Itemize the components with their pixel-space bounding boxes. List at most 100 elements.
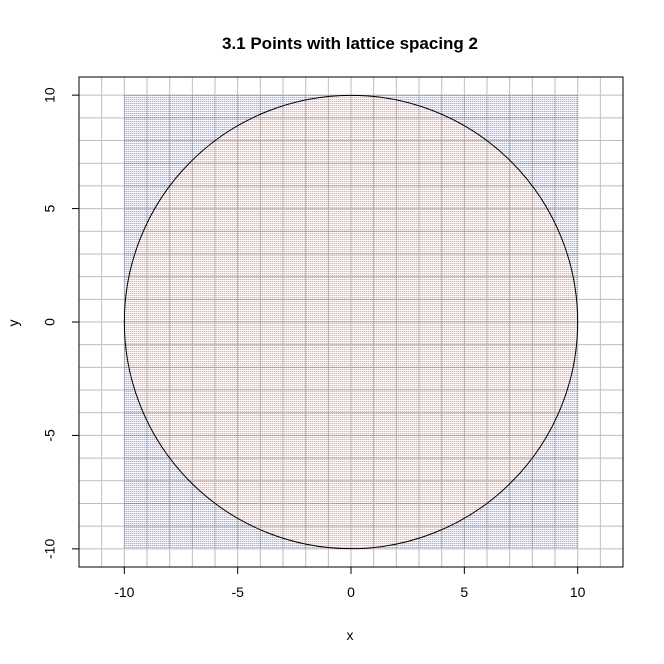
point-outside (256, 107, 258, 109)
point-outside (462, 111, 464, 113)
point-inside (430, 133, 432, 135)
point-outside (148, 127, 150, 129)
point-outside (454, 99, 456, 101)
point-outside (456, 107, 458, 109)
point-inside (410, 137, 412, 139)
point-outside (202, 101, 204, 103)
point-outside (224, 117, 226, 119)
point-inside (442, 129, 444, 131)
point-inside (370, 129, 372, 131)
point-inside (388, 107, 390, 109)
point-inside (278, 123, 280, 125)
point-inside (326, 113, 328, 115)
point-inside (398, 109, 400, 111)
point-outside (558, 101, 560, 103)
point-outside (216, 99, 218, 101)
point-outside (132, 103, 134, 105)
point-inside (232, 129, 234, 131)
point-outside (576, 129, 578, 131)
point-outside (452, 113, 454, 115)
point-outside (536, 105, 538, 107)
point-inside (296, 131, 298, 133)
point-outside (158, 121, 160, 123)
point-outside (150, 121, 152, 123)
point-outside (142, 123, 144, 125)
point-outside (212, 105, 214, 107)
point-outside (454, 117, 456, 119)
point-outside (250, 99, 252, 101)
point-inside (356, 119, 358, 121)
point-inside (290, 125, 292, 127)
point-outside (530, 103, 532, 105)
point-outside (428, 99, 430, 101)
point-outside (572, 115, 574, 117)
point-inside (362, 103, 364, 105)
point-inside (384, 101, 386, 103)
point-outside (510, 133, 512, 135)
point-outside (550, 119, 552, 121)
point-inside (378, 137, 380, 139)
point-outside (520, 121, 522, 123)
point-inside (330, 123, 332, 125)
point-outside (522, 95, 524, 97)
point-inside (370, 107, 372, 109)
point-inside (268, 117, 270, 119)
point-outside (142, 129, 144, 131)
point-inside (266, 131, 268, 133)
point-outside (556, 121, 558, 123)
point-inside (344, 105, 346, 107)
point-outside (208, 97, 210, 99)
point-outside (472, 115, 474, 117)
point-inside (290, 127, 292, 129)
point-outside (464, 99, 466, 101)
point-outside (280, 105, 282, 107)
point-inside (320, 113, 322, 115)
point-outside (230, 125, 232, 127)
point-outside (564, 125, 566, 127)
point-outside (528, 109, 530, 111)
point-outside (520, 99, 522, 101)
point-outside (532, 125, 534, 127)
point-outside (144, 99, 146, 101)
point-outside (396, 95, 398, 97)
point-outside (258, 97, 260, 99)
point-outside (200, 131, 202, 133)
point-inside (374, 109, 376, 111)
point-outside (202, 121, 204, 123)
point-outside (226, 117, 228, 119)
point-inside (414, 121, 416, 123)
point-outside (242, 113, 244, 115)
point-outside (558, 131, 560, 133)
point-outside (448, 113, 450, 115)
point-outside (416, 99, 418, 101)
point-inside (382, 123, 384, 125)
point-outside (480, 113, 482, 115)
point-outside (400, 97, 402, 99)
point-outside (236, 109, 238, 111)
point-outside (558, 127, 560, 129)
point-outside (176, 127, 178, 129)
point-inside (418, 123, 420, 125)
point-outside (132, 123, 134, 125)
point-inside (396, 125, 398, 127)
point-inside (346, 129, 348, 131)
point-outside (206, 115, 208, 117)
point-outside (516, 119, 518, 121)
point-outside (562, 111, 564, 113)
point-outside (140, 105, 142, 107)
point-inside (308, 123, 310, 125)
point-outside (526, 127, 528, 129)
point-outside (220, 97, 222, 99)
point-outside (476, 103, 478, 105)
point-outside (460, 121, 462, 123)
point-outside (488, 105, 490, 107)
point-outside (442, 107, 444, 109)
point-inside (394, 127, 396, 129)
point-inside (462, 137, 464, 139)
point-outside (132, 129, 134, 131)
point-outside (510, 111, 512, 113)
point-outside (156, 127, 158, 129)
point-outside (142, 95, 144, 97)
point-inside (428, 117, 430, 119)
point-outside (188, 109, 190, 111)
